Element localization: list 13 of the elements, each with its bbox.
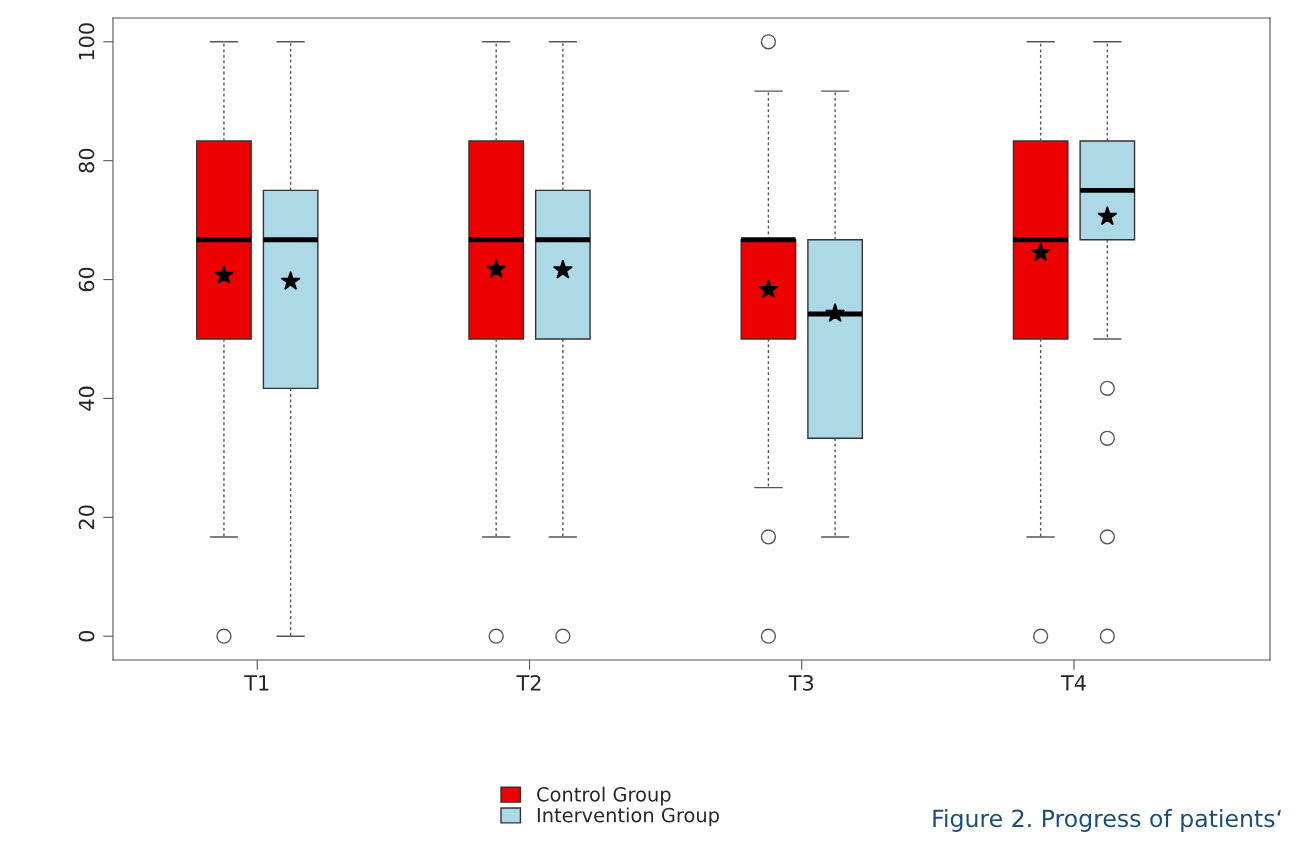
caption: Figure 2. Progress of patients‘ <box>933 809 1281 832</box>
y-tick-label: 40 <box>78 386 95 411</box>
x-tick-label: T1 <box>244 675 269 691</box>
y-tick-label: 20 <box>78 505 95 530</box>
y-tick-label: 80 <box>78 148 95 173</box>
x-tick-label: T3 <box>788 674 814 691</box>
y-tick-label: 0 <box>78 630 95 642</box>
y-tick-label: 100 <box>78 23 95 60</box>
legend-label: Intervention Group <box>537 807 719 827</box>
x-tick-label: T4 <box>1060 675 1086 691</box>
legend-label: Control Group <box>537 786 671 806</box>
x-tick-label: T2 <box>516 674 541 691</box>
y-tick-label: 60 <box>78 267 95 292</box>
